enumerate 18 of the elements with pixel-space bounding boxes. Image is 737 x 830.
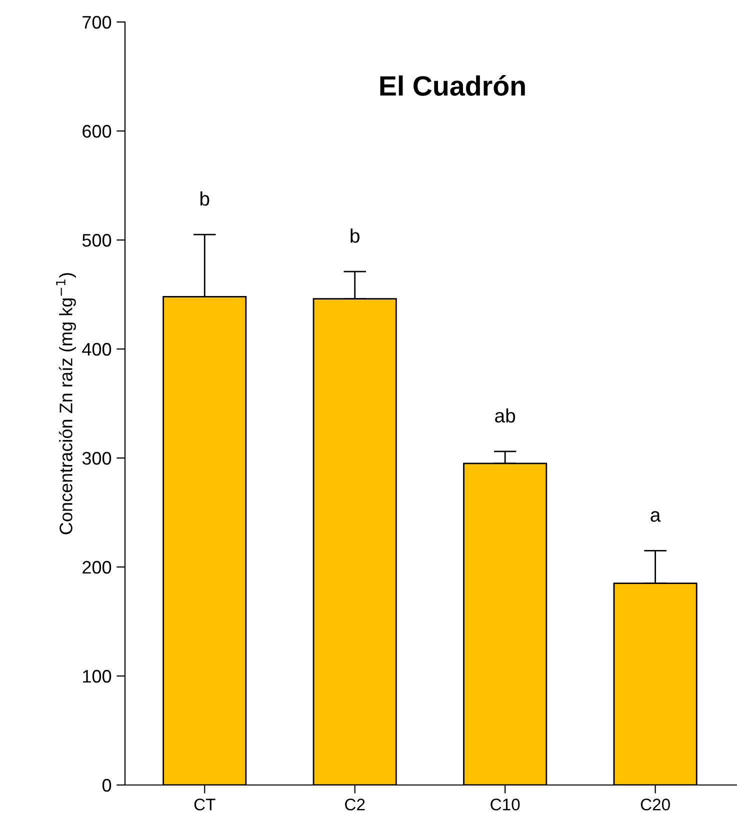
y-axis-title: Concentración Zn raíz (mg kg$^{−1}$) — [56, 273, 76, 534]
x-tick-label: C20 — [640, 798, 670, 810]
text: El Cuadrón — [380, 75, 525, 96]
x-tick-label: C10 — [490, 798, 520, 810]
annotation: a — [650, 511, 661, 522]
y-tick-label: 100 — [83, 670, 112, 683]
annotation: b — [350, 228, 360, 243]
x-tick-label: CT — [194, 798, 216, 810]
y-tick-label: 300 — [82, 452, 112, 465]
annotation: b — [200, 191, 210, 206]
y-tick-label: 500 — [82, 234, 112, 247]
y-tick-label: 0 — [102, 778, 112, 792]
y-tick-label: 600 — [82, 124, 112, 138]
y-tick-label: 700 — [82, 16, 112, 29]
y-tick-label: 400 — [82, 342, 112, 356]
annotation: ab — [495, 408, 516, 423]
y-tick-label: 200 — [82, 560, 112, 574]
x-tick-label: C2 — [345, 798, 365, 810]
